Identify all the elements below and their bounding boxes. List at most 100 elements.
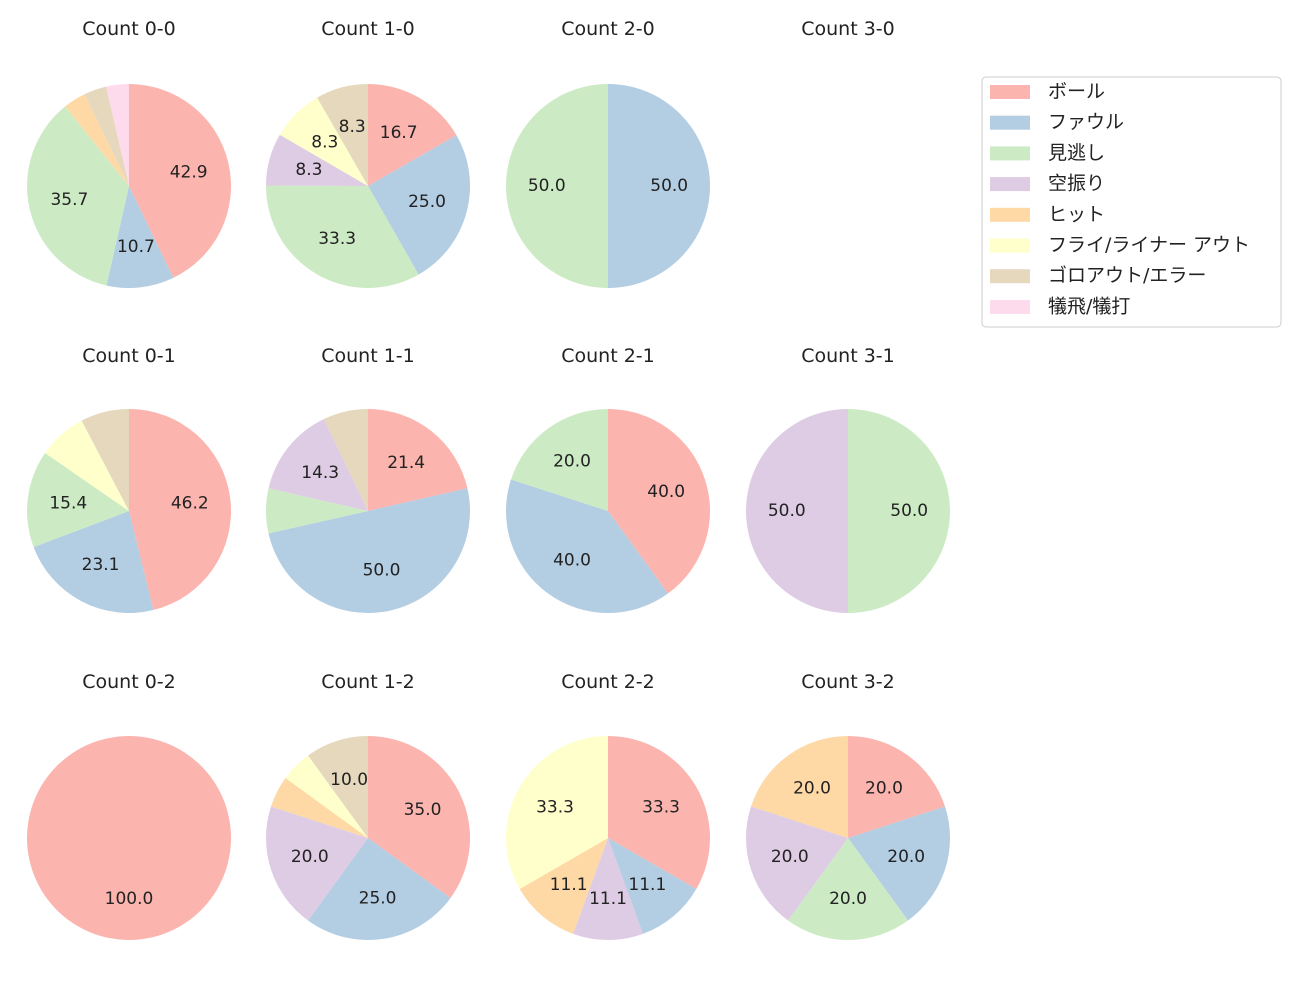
pie-slice-ファウル (33, 511, 154, 613)
slice-label: 25.0 (359, 888, 397, 908)
pie-slice-ゴロアウト/エラー (323, 409, 368, 511)
pie-slice-ボール (608, 736, 710, 889)
pie-slice-見逃し (266, 488, 368, 534)
pie-slice-ファウル (368, 135, 470, 275)
slice-label: 20.0 (771, 847, 809, 867)
pie-slice-ヒット (65, 94, 129, 186)
pie-slice-空振り (746, 806, 848, 921)
pie-slice-ゴロアウト/エラー (84, 86, 129, 186)
pie-slice-見逃し (848, 409, 950, 613)
pie-slice-ボール (848, 736, 946, 838)
slice-label: 20.0 (553, 451, 591, 471)
legend-swatch (990, 207, 1030, 222)
slice-label: 21.4 (387, 453, 425, 473)
pie-slice-空振り (573, 838, 643, 940)
legend-entry: 見逃し (1048, 142, 1105, 164)
slice-label: 40.0 (647, 482, 685, 502)
legend-swatch (990, 146, 1030, 161)
slice-label: 42.9 (170, 162, 208, 182)
pie-title: Count 1-0 (321, 18, 415, 40)
pie-slice-見逃し (26, 106, 129, 286)
pie-slice-フライ/ライナー アウト (285, 755, 368, 838)
slice-label: 20.0 (829, 889, 867, 909)
slice-label: 46.2 (171, 494, 209, 514)
pie-slice-犠飛/犠打 (106, 84, 129, 186)
slice-label: 50.0 (363, 561, 401, 581)
legend-entry: フライ/ライナー アウト (1048, 234, 1250, 256)
pie-title: Count 2-2 (561, 671, 655, 693)
slice-label: 100.0 (105, 889, 154, 909)
pie-slice-見逃し (510, 409, 608, 511)
pie-slice-フライ/ライナー アウト (45, 420, 129, 511)
pie-slice-ヒット (750, 736, 848, 838)
pie-slice-ファウル (268, 488, 470, 613)
legend-entry: 犠飛/犠打 (1048, 295, 1130, 317)
slice-label: 33.3 (642, 797, 680, 817)
slice-label: 35.0 (404, 800, 442, 820)
slice-label: 25.0 (408, 192, 446, 212)
pie-slice-フライ/ライナー アウト (279, 97, 368, 186)
legend-swatch (990, 177, 1030, 192)
slice-label: 20.0 (887, 847, 925, 867)
pie-title: Count 2-0 (561, 18, 655, 40)
pie-count-3-2: Count 3-2 20.0 20.0 20.0 20.0 20.0 (746, 671, 950, 940)
pie-slice-ゴロアウト/エラー (317, 84, 368, 186)
pie-slice-ボール (368, 84, 457, 186)
slice-label: 11.1 (628, 875, 666, 895)
pie-count-1-0: Count 1-016.725.033.38.38.38.3 (266, 18, 470, 289)
pie-slice-ファウル (308, 838, 451, 941)
legend-entry: 空振り (1048, 173, 1105, 195)
pie-title: Count 0-1 (82, 345, 176, 367)
pie-count-2-0: Count 2-0 50.0 50.0 (506, 18, 710, 288)
legend-entry: ヒット (1048, 203, 1105, 225)
pie-slice-ヒット (270, 778, 368, 838)
slice-label: 11.1 (589, 889, 627, 909)
pie-slice-空振り (746, 409, 848, 613)
pie-title: Count 1-2 (321, 671, 415, 693)
pie-slice-空振り (266, 134, 368, 186)
pie-count-2-1: Count 2-1 40.0 40.0 20.0 (506, 345, 710, 613)
slice-label: 35.7 (50, 190, 88, 210)
pie-title: Count 1-1 (321, 345, 415, 367)
slice-label: 40.0 (553, 551, 591, 571)
slice-label: 10.0 (330, 770, 368, 790)
pie-slice-空振り (268, 419, 368, 511)
pie-title: Count 3-2 (801, 671, 895, 693)
pie-slice-ボール (129, 409, 231, 611)
pie-slice-ファウル (608, 84, 710, 288)
pie-slice-ファウル (608, 838, 697, 934)
pie-slice-見逃し (266, 185, 419, 289)
pie-slice-フライ/ライナー アウト (506, 736, 608, 889)
legend-swatch (990, 115, 1030, 130)
pie-slice-ゴロアウト/エラー (81, 409, 129, 511)
legend-swatch (990, 85, 1030, 99)
pie-count-3-0: Count 3-0 (801, 18, 895, 40)
pie-count-1-2: Count 1-2 35.0 25.0 20.0 10.0 (266, 671, 471, 941)
slice-label: 50.0 (650, 176, 688, 196)
pie-slice-ヒット (519, 838, 608, 934)
pie-slice-見逃し (506, 84, 608, 288)
slice-label: 10.7 (117, 237, 155, 257)
slice-label: 8.3 (311, 133, 338, 153)
pie-slice-ゴロアウト/エラー (308, 736, 368, 838)
legend-entry: ゴロアウト/エラー (1048, 265, 1206, 287)
legend-entry: ファウル (1048, 111, 1124, 133)
pie-slice-ボール (368, 409, 468, 511)
pie-title: Count 0-2 (82, 671, 176, 693)
pie-slice-ボール (608, 409, 710, 594)
pie-slice-見逃し (27, 453, 130, 548)
pie-count-0-2: Count 0-2 100.0 (27, 671, 231, 940)
slice-label: 50.0 (768, 501, 806, 521)
pie-count-1-1: Count 1-1 21.4 50.0 14.3 (266, 345, 470, 613)
slice-label: 15.4 (49, 494, 87, 514)
slice-label: 8.3 (339, 117, 366, 137)
slice-label: 20.0 (793, 778, 831, 798)
slice-label: 16.7 (380, 123, 418, 143)
legend-swatch (990, 238, 1030, 253)
pie-slice-ボール (129, 84, 232, 278)
pie-slice-見逃し (788, 838, 908, 940)
slice-label: 14.3 (301, 463, 339, 483)
slice-label: 20.0 (291, 847, 329, 867)
